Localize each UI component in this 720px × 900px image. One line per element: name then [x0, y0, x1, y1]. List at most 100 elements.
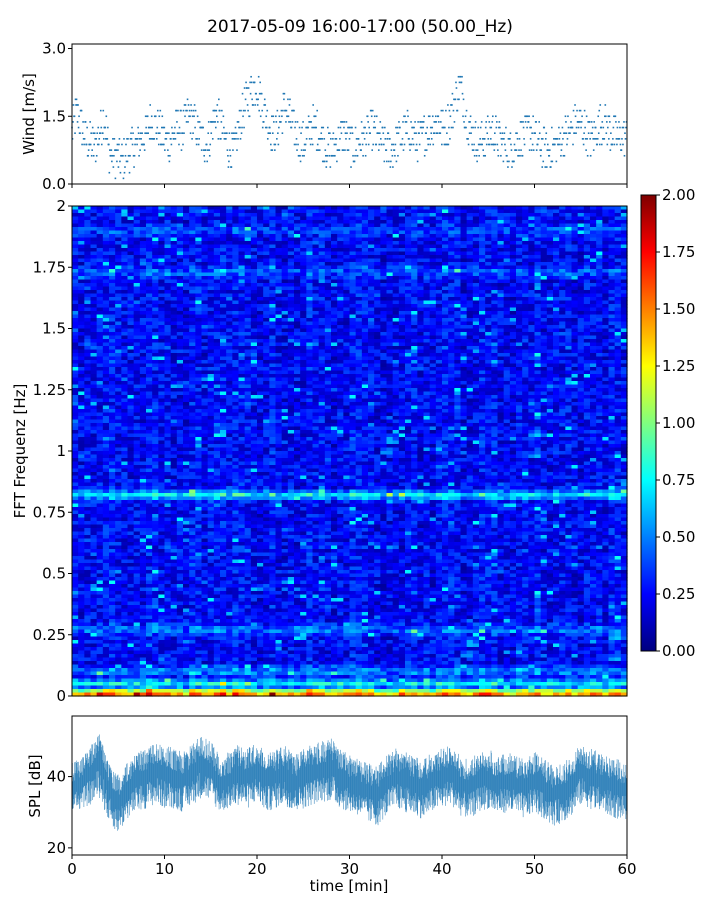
spectrogram-cell	[121, 227, 129, 232]
spectrogram-cell	[349, 314, 357, 319]
spectrogram-cell	[503, 297, 511, 302]
spectrogram-cell	[411, 325, 418, 330]
spectrogram-cell	[491, 304, 499, 309]
spectrogram-cell	[429, 286, 437, 291]
wind-point	[148, 126, 150, 129]
spectrogram-cell	[509, 311, 517, 316]
spectrogram-cell	[565, 353, 573, 358]
spectrogram-cell	[590, 332, 597, 337]
spectrogram-cell	[257, 300, 264, 305]
spectrogram-cell	[590, 321, 597, 326]
spectrogram-cell	[405, 244, 412, 249]
spectrogram-cell	[590, 216, 597, 221]
spectrogram-cell	[207, 307, 215, 312]
spectrogram-cell	[553, 248, 560, 253]
spectrogram-cell	[559, 258, 566, 263]
spectrogram-cell	[454, 349, 462, 354]
spectrogram-cell	[411, 353, 418, 358]
spectrogram-cell	[472, 230, 480, 235]
wind-point	[264, 126, 267, 129]
spectrogram-cell	[72, 223, 79, 228]
spectrogram-cell	[509, 223, 517, 228]
spectrogram-cell	[133, 283, 141, 288]
spectrogram-cell	[195, 255, 203, 260]
spectrogram-cell	[96, 356, 104, 361]
spectrogram-cell	[503, 286, 511, 291]
spectrogram-cell	[72, 234, 79, 239]
spectrogram-cell	[559, 230, 566, 235]
spectrogram-cell	[189, 251, 196, 256]
spectrogram-cell	[355, 311, 363, 316]
spectrogram-cell	[84, 223, 92, 228]
spectrogram-cell	[497, 213, 505, 218]
wind-point	[599, 104, 602, 106]
wind-point	[171, 126, 173, 129]
spectrogram-cell	[146, 255, 153, 260]
spectrogram-cell	[546, 272, 554, 277]
spectrogram-cell	[448, 272, 455, 277]
spectrogram-cell	[96, 223, 104, 228]
spectrogram-cell	[614, 335, 622, 340]
spectrogram-cell	[417, 325, 425, 330]
spectrogram-cell	[442, 286, 449, 291]
spectrogram-cell	[583, 206, 591, 211]
spectrogram-cell	[176, 339, 184, 344]
spectrogram-cell	[263, 230, 270, 235]
spectrogram-cell	[528, 279, 536, 284]
spectrogram-cell	[516, 265, 523, 270]
spectrogram-cell	[479, 335, 486, 340]
spectrogram-cell	[263, 328, 270, 333]
spectrogram-cell	[263, 342, 270, 347]
spectrogram-cell	[417, 300, 425, 305]
spectrogram-cell	[331, 342, 338, 347]
spectrogram-cell	[109, 276, 116, 281]
spectrogram-cell	[183, 297, 190, 302]
spectrogram-cell	[275, 304, 283, 309]
spectrogram-cell	[102, 276, 110, 281]
wind-point	[518, 138, 521, 140]
spectrogram-cell	[620, 206, 628, 211]
spectrogram-cell	[528, 290, 536, 295]
spectrogram-cell	[608, 209, 616, 214]
wind-point	[402, 121, 404, 123]
wind-point	[302, 121, 304, 123]
spectrogram-cell	[146, 300, 153, 305]
spectrogram-cell	[565, 255, 573, 260]
spectrogram-cell	[96, 311, 104, 316]
spectrogram-cell	[343, 223, 351, 228]
wind-point	[440, 121, 442, 123]
spectrogram-cell	[516, 251, 523, 256]
spectrogram-cell	[423, 265, 431, 270]
spectrogram-cell	[220, 237, 227, 242]
spectrogram-cell	[491, 286, 499, 291]
wind-point	[162, 143, 164, 146]
spectrogram-cell	[72, 300, 79, 305]
wind-point	[529, 138, 532, 140]
spectrogram-cell	[139, 265, 147, 270]
spectrogram-cell	[466, 244, 474, 249]
spectrogram-cell	[312, 304, 320, 309]
spectrogram-cell	[596, 255, 603, 260]
spectrogram-cell	[207, 213, 215, 218]
spectrogram-cell	[189, 283, 196, 288]
spectrogram-cell	[72, 220, 79, 225]
spectrogram-cell	[540, 314, 548, 319]
spectrogram-cell	[127, 237, 135, 242]
spectrogram-cell	[417, 248, 425, 253]
wind-point	[598, 109, 601, 112]
spectrogram-cell	[485, 220, 492, 225]
spectrogram-cell	[405, 206, 412, 211]
spectrogram-cell	[546, 206, 554, 211]
spectrogram-cell	[287, 255, 295, 260]
wind-point	[87, 154, 89, 157]
spectrogram-cell	[281, 258, 289, 263]
spectrogram-cell	[355, 332, 363, 337]
spectrogram-cell	[479, 272, 486, 277]
wind-point	[438, 121, 440, 123]
spectrogram-cell	[213, 237, 221, 242]
spectrogram-cell	[201, 216, 209, 221]
spectrogram-cell	[287, 206, 295, 211]
spectrogram-cell	[596, 300, 603, 305]
spectrogram-cell	[596, 318, 603, 323]
wind-point	[226, 132, 228, 134]
